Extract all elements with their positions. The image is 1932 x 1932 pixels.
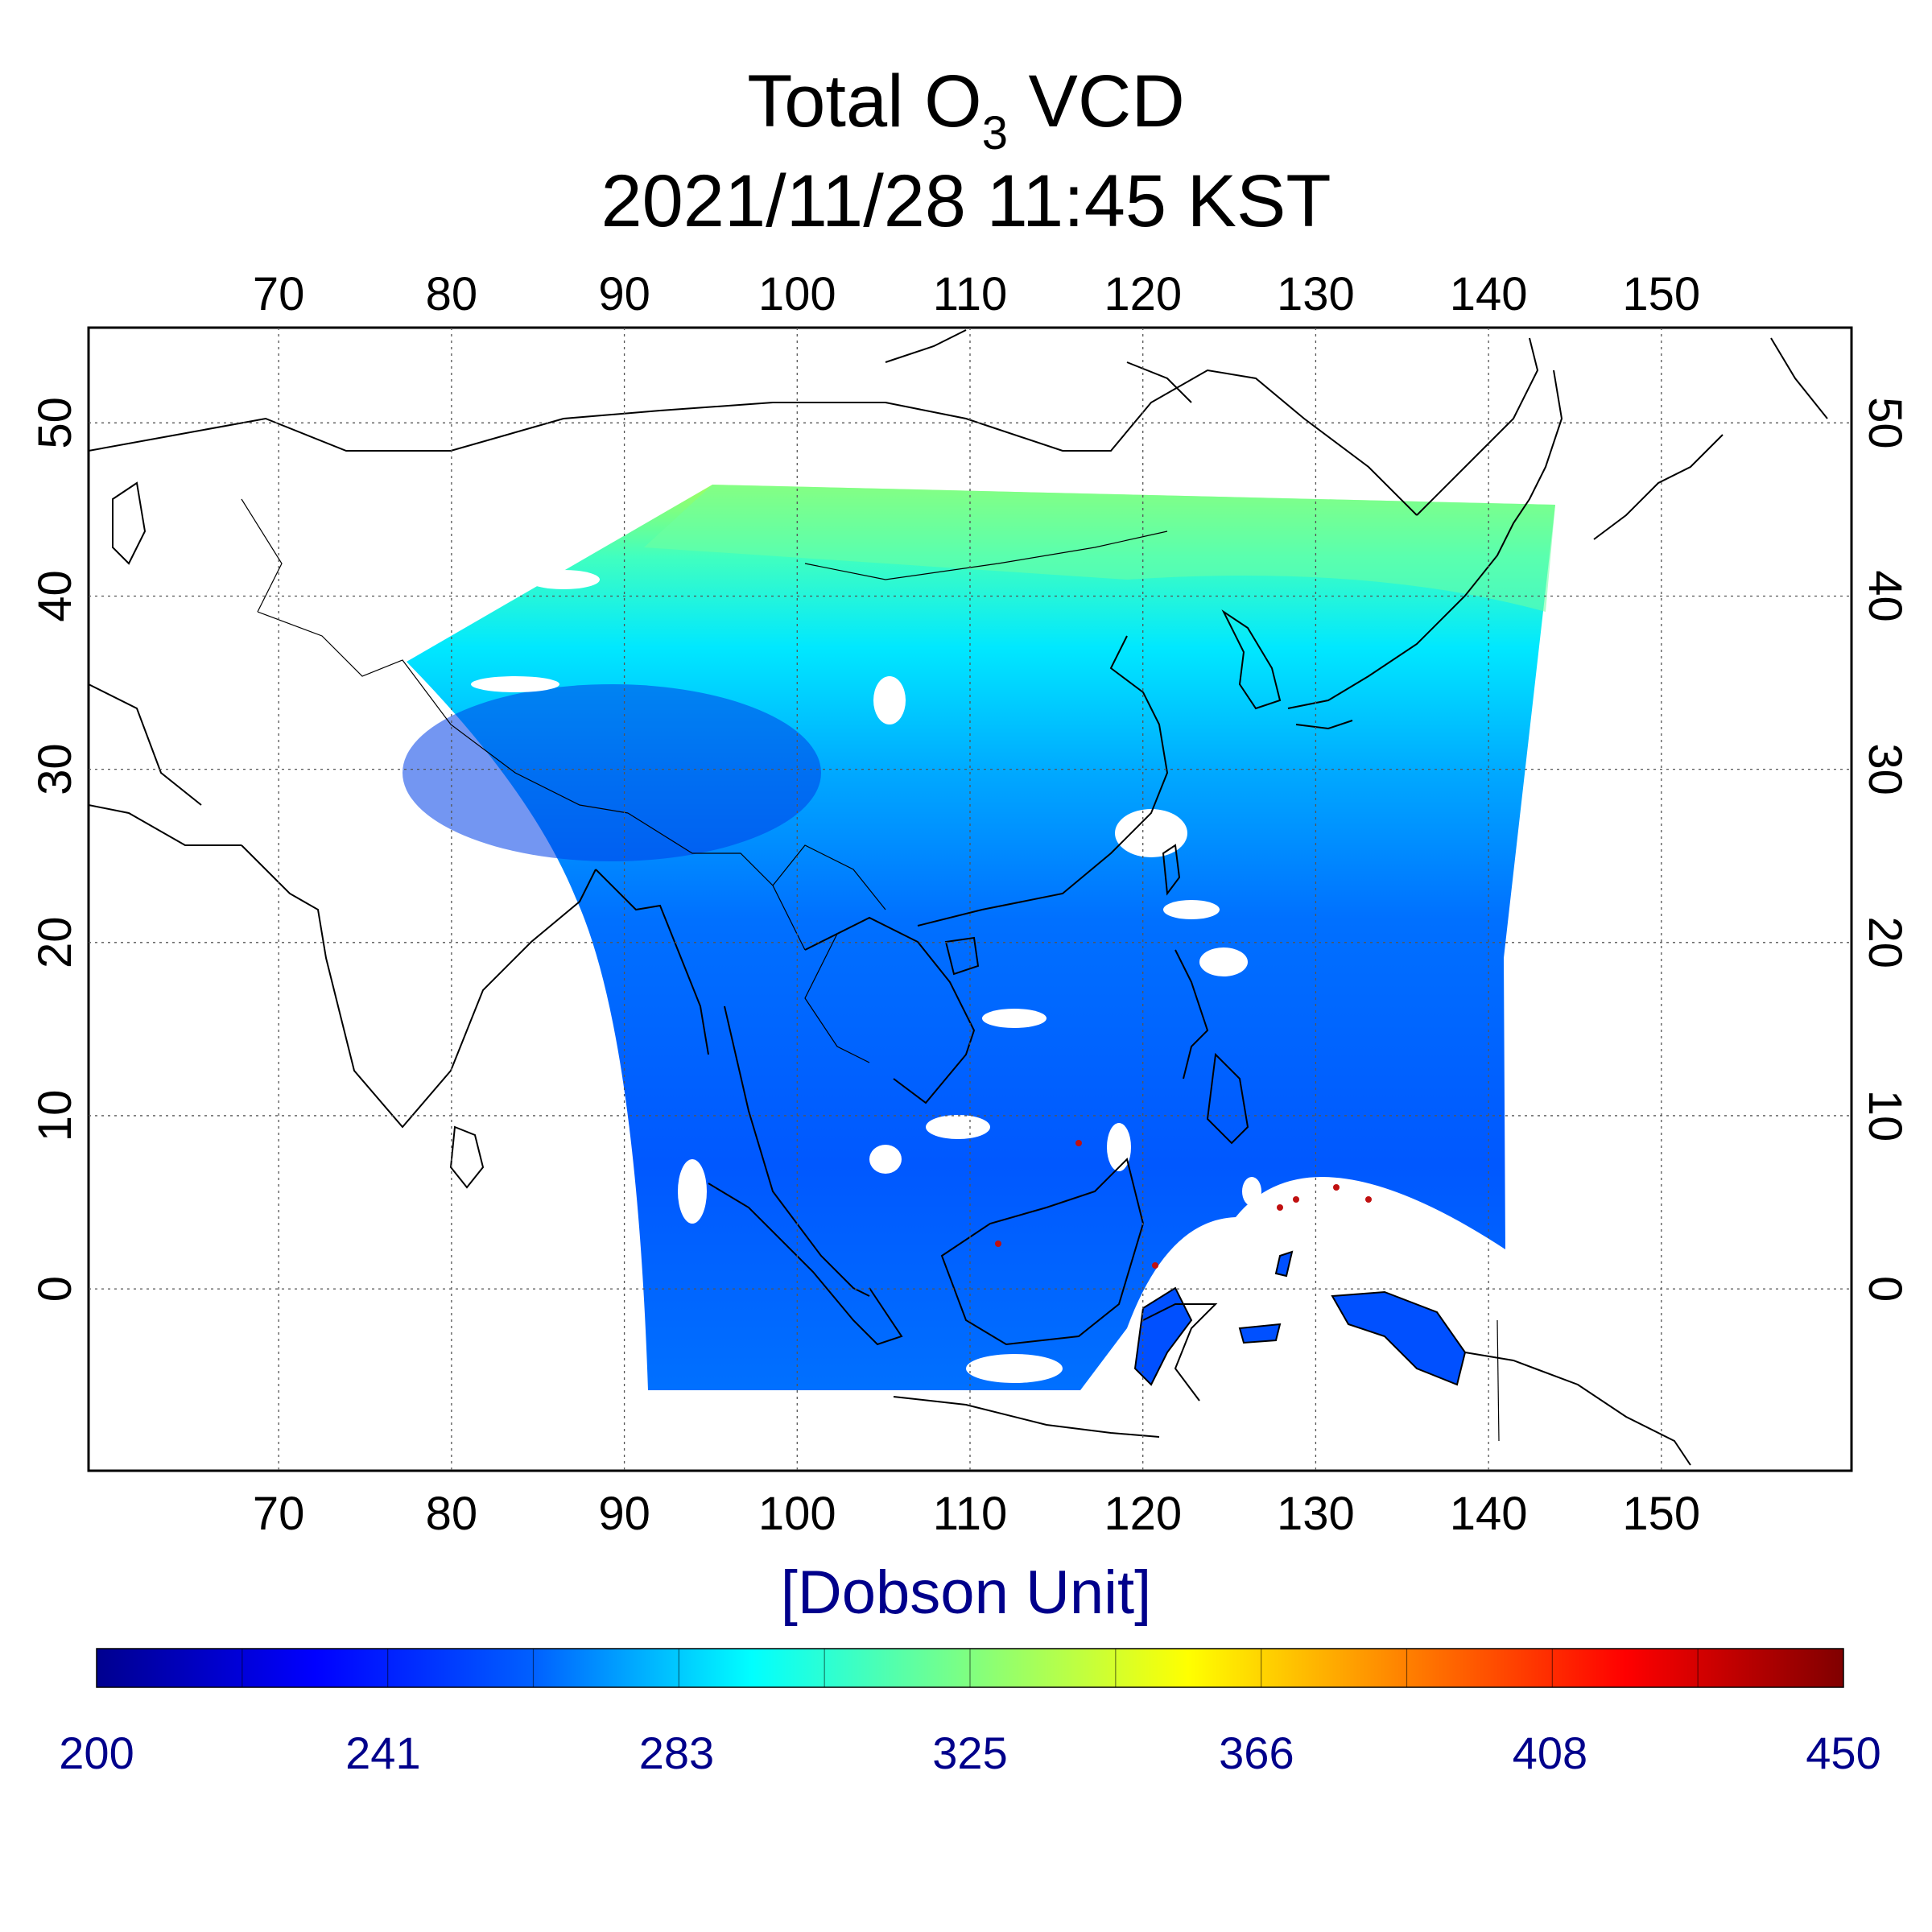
lat-tick-label: 10 [29,1090,81,1142]
bottom-lon-ticks: 70 80 90 100 110 120 130 140 150 [253,1488,1700,1540]
lat-tick-label: 20 [1859,917,1911,969]
colorbar-label: 283 [638,1728,715,1778]
lon-tick-label: 150 [1622,268,1700,320]
lon-tick-label: 70 [253,1488,305,1540]
right-lat-ticks: 50 40 30 20 10 0 [1859,397,1911,1302]
colorbar-label: 366 [1219,1728,1294,1778]
country-borders [241,498,1500,1442]
lon-tick-label: 120 [1104,268,1182,320]
high-ozone-dots [995,1140,1372,1269]
top-lon-ticks: 70 80 90 100 110 120 130 140 150 [253,268,1700,320]
lon-tick-label: 140 [1450,268,1528,320]
lat-tick-label: 0 [29,1276,81,1302]
title-subscript: 3 [981,107,1008,159]
lon-tick-label: 120 [1104,1488,1182,1540]
lat-tick-label: 40 [29,570,81,622]
lon-tick-label: 80 [426,1488,478,1540]
lat-tick-label: 20 [29,917,81,969]
lon-tick-label: 100 [758,268,836,320]
lat-tick-label: 0 [1859,1276,1911,1302]
cloud-patches [471,570,1261,1383]
new-guinea-region [1133,1250,1467,1386]
colorbar-label: 200 [59,1728,134,1778]
lat-tick-label: 50 [29,397,81,449]
colorbar-unit-label: [Dobson Unit] [780,1558,1152,1627]
colorbar-label: 325 [932,1728,1008,1778]
lon-tick-label: 70 [253,268,305,320]
lat-tick-label: 10 [1859,1090,1911,1142]
lat-tick-label: 30 [29,743,81,795]
lon-tick-label: 140 [1450,1488,1528,1540]
colorbar-label: 408 [1512,1728,1588,1778]
map-title: Total O3 VCD 2021/11/28 11:45 KST [0,56,1932,246]
lon-tick-label: 130 [1277,268,1355,320]
lon-tick-label: 90 [598,268,650,320]
title-line-2: 2021/11/28 11:45 KST [601,160,1331,242]
lon-tick-label: 90 [598,1488,650,1540]
title-prefix: Total O [747,60,982,142]
high-ozone-band [644,485,1555,612]
lon-tick-label: 110 [933,1488,1007,1540]
coastlines [88,329,1828,1466]
title-suffix: VCD [1007,60,1185,142]
colorbar-label: 450 [1806,1728,1881,1778]
lon-tick-label: 130 [1277,1488,1355,1540]
lat-tick-label: 30 [1859,743,1911,795]
lon-tick-label: 150 [1622,1488,1700,1540]
low-ozone-region [402,684,821,861]
lon-tick-label: 100 [758,1488,836,1540]
graticule [89,328,1852,1471]
lat-tick-label: 50 [1859,397,1911,449]
title-line-1: Total O3 VCD [0,56,1932,159]
colorbar-label: 241 [345,1728,421,1778]
lon-tick-label: 80 [426,268,478,320]
colorbar-ticks [242,1649,1699,1687]
left-lat-ticks: 50 40 30 20 10 0 [29,397,81,1302]
lat-tick-label: 40 [1859,570,1911,622]
lon-tick-label: 110 [933,268,1007,320]
